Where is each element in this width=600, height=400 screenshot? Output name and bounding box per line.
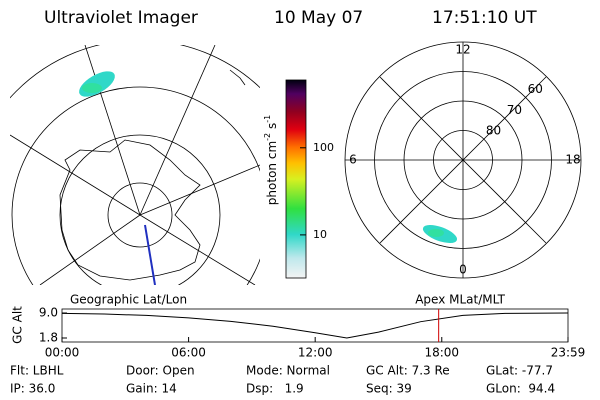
colorbar-tick-label: 10 — [313, 228, 327, 241]
x-tick-label: 06:00 — [171, 346, 206, 360]
lat-ring-label: 70 — [507, 103, 522, 117]
info-field: Mode: Normal — [246, 364, 330, 378]
polar-boundary — [344, 41, 582, 279]
info-field: GC Alt: 7.3 Re — [366, 364, 450, 378]
timeline-right-label: Apex MLat/MLT — [415, 293, 505, 307]
info-field: Seq: 39 — [366, 382, 412, 396]
x-tick-label: 23:59 — [551, 346, 586, 360]
lat-ring — [403, 100, 523, 220]
info-panel: Flt: LBHL IP: 36.0 Door: Open Gain: 14 Mode:… — [10, 364, 555, 396]
mlt-label: 18 — [565, 153, 580, 167]
colorbar — [285, 79, 307, 279]
timeline-ylabel: GC Alt — [11, 306, 25, 344]
y-tick-label: 9.0 — [39, 306, 58, 320]
geographic-map — [10, 45, 260, 285]
altitude-line — [61, 312, 569, 339]
info-field: Dsp: 1.9 — [246, 382, 304, 396]
info-field: Flt: LBHL — [10, 364, 64, 378]
colorbar-tick-label: 100 — [313, 141, 334, 154]
exp: -1 — [263, 115, 272, 123]
info-field: GLon: 94.4 — [486, 382, 555, 396]
unit: s — [265, 123, 279, 133]
unit: photon cm — [265, 141, 279, 205]
date: 10 May 07 — [274, 8, 363, 28]
polar-plot — [345, 42, 581, 278]
y-tick-label: 1.8 — [39, 331, 58, 345]
mlt-label: 0 — [459, 263, 467, 277]
lat-ring — [433, 130, 493, 190]
info-field: GLat: -77.7 — [486, 364, 553, 378]
mlt-label: 12 — [455, 43, 470, 57]
time: 17:51:10 UT — [432, 8, 537, 28]
lat-ring — [374, 71, 552, 249]
timeline-left-label: Geographic Lat/Lon — [70, 293, 187, 307]
info-field: IP: 36.0 — [10, 382, 55, 396]
info-field: Gain: 14 — [126, 382, 177, 396]
lat-ring-label: 80 — [486, 124, 501, 138]
info-field: Door: Open — [126, 364, 195, 378]
mlt-label: 6 — [349, 153, 357, 167]
title: Ultraviolet Imager — [44, 8, 198, 28]
exp: -2 — [263, 133, 272, 141]
x-tick-label: 00:00 — [45, 346, 80, 360]
colorbar-label: photon cm-2 s-1 — [263, 115, 279, 205]
x-tick-label: 18:00 — [424, 346, 459, 360]
lat-ring-label: 60 — [528, 82, 543, 96]
x-tick-label: 12:00 — [298, 346, 333, 360]
